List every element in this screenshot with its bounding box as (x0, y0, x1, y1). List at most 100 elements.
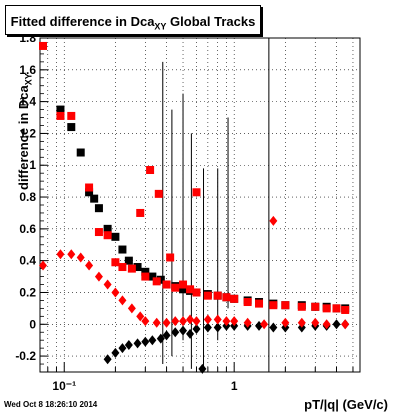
data-point-diamond (136, 311, 145, 322)
data-point-square (171, 283, 180, 292)
data-point-diamond (186, 328, 195, 339)
data-point-square (39, 41, 48, 50)
chart-title-box: Fitted difference in DcaXY Global Tracks (5, 5, 261, 35)
data-point-square (152, 277, 161, 286)
data-point-diamond (230, 316, 239, 327)
y-tick-label: -0.2 (15, 349, 36, 363)
data-point-diamond (127, 303, 136, 314)
data-point-square (124, 256, 133, 265)
y-tick-label: 0.2 (19, 285, 36, 299)
data-point-square (141, 272, 150, 281)
y-tick-label: 0.8 (19, 190, 36, 204)
y-tick-label: 0 (29, 317, 36, 331)
x-tick-label: 10⁻¹ (52, 379, 76, 393)
y-axis-label: difference in DcaXY (16, 73, 34, 190)
y-tick-label: 0.4 (19, 254, 36, 268)
data-point-square (67, 111, 76, 120)
data-point-diamond (67, 249, 76, 260)
data-point-square (146, 166, 155, 175)
data-point-square (192, 188, 201, 197)
data-point-square (203, 291, 212, 300)
data-point-square (127, 264, 136, 273)
data-point-diamond (94, 271, 103, 282)
data-point-square (118, 263, 127, 272)
data-point-square (341, 305, 350, 314)
data-point-diamond (213, 314, 222, 325)
data-point-diamond (162, 317, 171, 328)
data-point-diamond (213, 322, 222, 333)
data-point-square (118, 245, 127, 254)
y-tick-label: 1.6 (19, 63, 36, 77)
data-point-diamond (322, 319, 331, 330)
data-point-square (192, 288, 201, 297)
y-tick-label: 1 (29, 158, 36, 172)
data-point-square (90, 194, 99, 203)
data-point-diamond (281, 317, 290, 328)
data-point-square (94, 228, 103, 237)
data-point-square (156, 275, 165, 284)
data-point-square (103, 231, 112, 240)
data-point-diamond (186, 314, 195, 325)
data-point-diamond (103, 279, 112, 290)
data-point-square (154, 189, 163, 198)
data-point-diamond (118, 295, 127, 306)
data-point-diamond (269, 215, 278, 226)
data-point-diamond (152, 317, 161, 328)
data-point-square (56, 111, 65, 120)
data-point-diamond (269, 322, 278, 333)
data-point-square (103, 224, 112, 233)
data-point-diamond (203, 314, 212, 325)
data-point-square (269, 301, 278, 310)
data-point-diamond (192, 316, 201, 327)
data-point-square (166, 253, 175, 262)
data-point-square (148, 272, 157, 281)
data-point-diamond (85, 260, 94, 271)
data-point-diamond (162, 330, 171, 341)
data-point-square (186, 285, 195, 294)
data-point-diamond (243, 317, 252, 328)
data-point-diamond (141, 336, 150, 347)
data-point-square (56, 105, 65, 114)
data-point-diamond (111, 287, 120, 298)
data-point-diamond (297, 317, 306, 328)
data-point-diamond (222, 316, 231, 327)
data-point-square (136, 208, 145, 217)
data-point-square (230, 294, 239, 303)
data-point-diamond (124, 339, 133, 350)
data-point-square (243, 298, 252, 307)
data-point-diamond (179, 325, 188, 336)
data-point-diamond (39, 260, 48, 271)
data-point-diamond (203, 322, 212, 333)
data-point-diamond (171, 316, 180, 327)
data-point-diamond (141, 316, 150, 327)
y-tick-label: 1.2 (19, 126, 36, 140)
data-point-square (133, 263, 142, 272)
data-point-square (213, 291, 222, 300)
data-point-diamond (171, 327, 180, 338)
data-point-diamond (103, 354, 112, 365)
data-point-diamond (198, 363, 207, 374)
data-point-square (322, 304, 331, 313)
data-point-diamond (118, 343, 127, 354)
data-point-square (162, 280, 171, 289)
data-point-square (332, 304, 341, 313)
data-point-diamond (156, 333, 165, 344)
data-point-square (179, 285, 188, 294)
data-point-square (141, 267, 150, 276)
chart-title: Fitted difference in DcaXY Global Tracks (10, 14, 256, 32)
data-point-diamond (260, 319, 269, 330)
data-point-diamond (311, 317, 320, 328)
footer-timestamp: Wed Oct 8 18:26:10 2014 (4, 400, 98, 409)
data-point-diamond (76, 252, 85, 263)
data-point-diamond (179, 316, 188, 327)
data-point-diamond (192, 324, 201, 335)
data-point-diamond (332, 319, 341, 330)
data-point-square (111, 232, 120, 241)
data-point-square (311, 302, 320, 311)
y-tick-label: 1.4 (19, 95, 36, 109)
data-point-square (67, 123, 76, 132)
data-point-square (85, 183, 94, 192)
data-point-diamond (148, 335, 157, 346)
data-point-square (179, 280, 188, 289)
